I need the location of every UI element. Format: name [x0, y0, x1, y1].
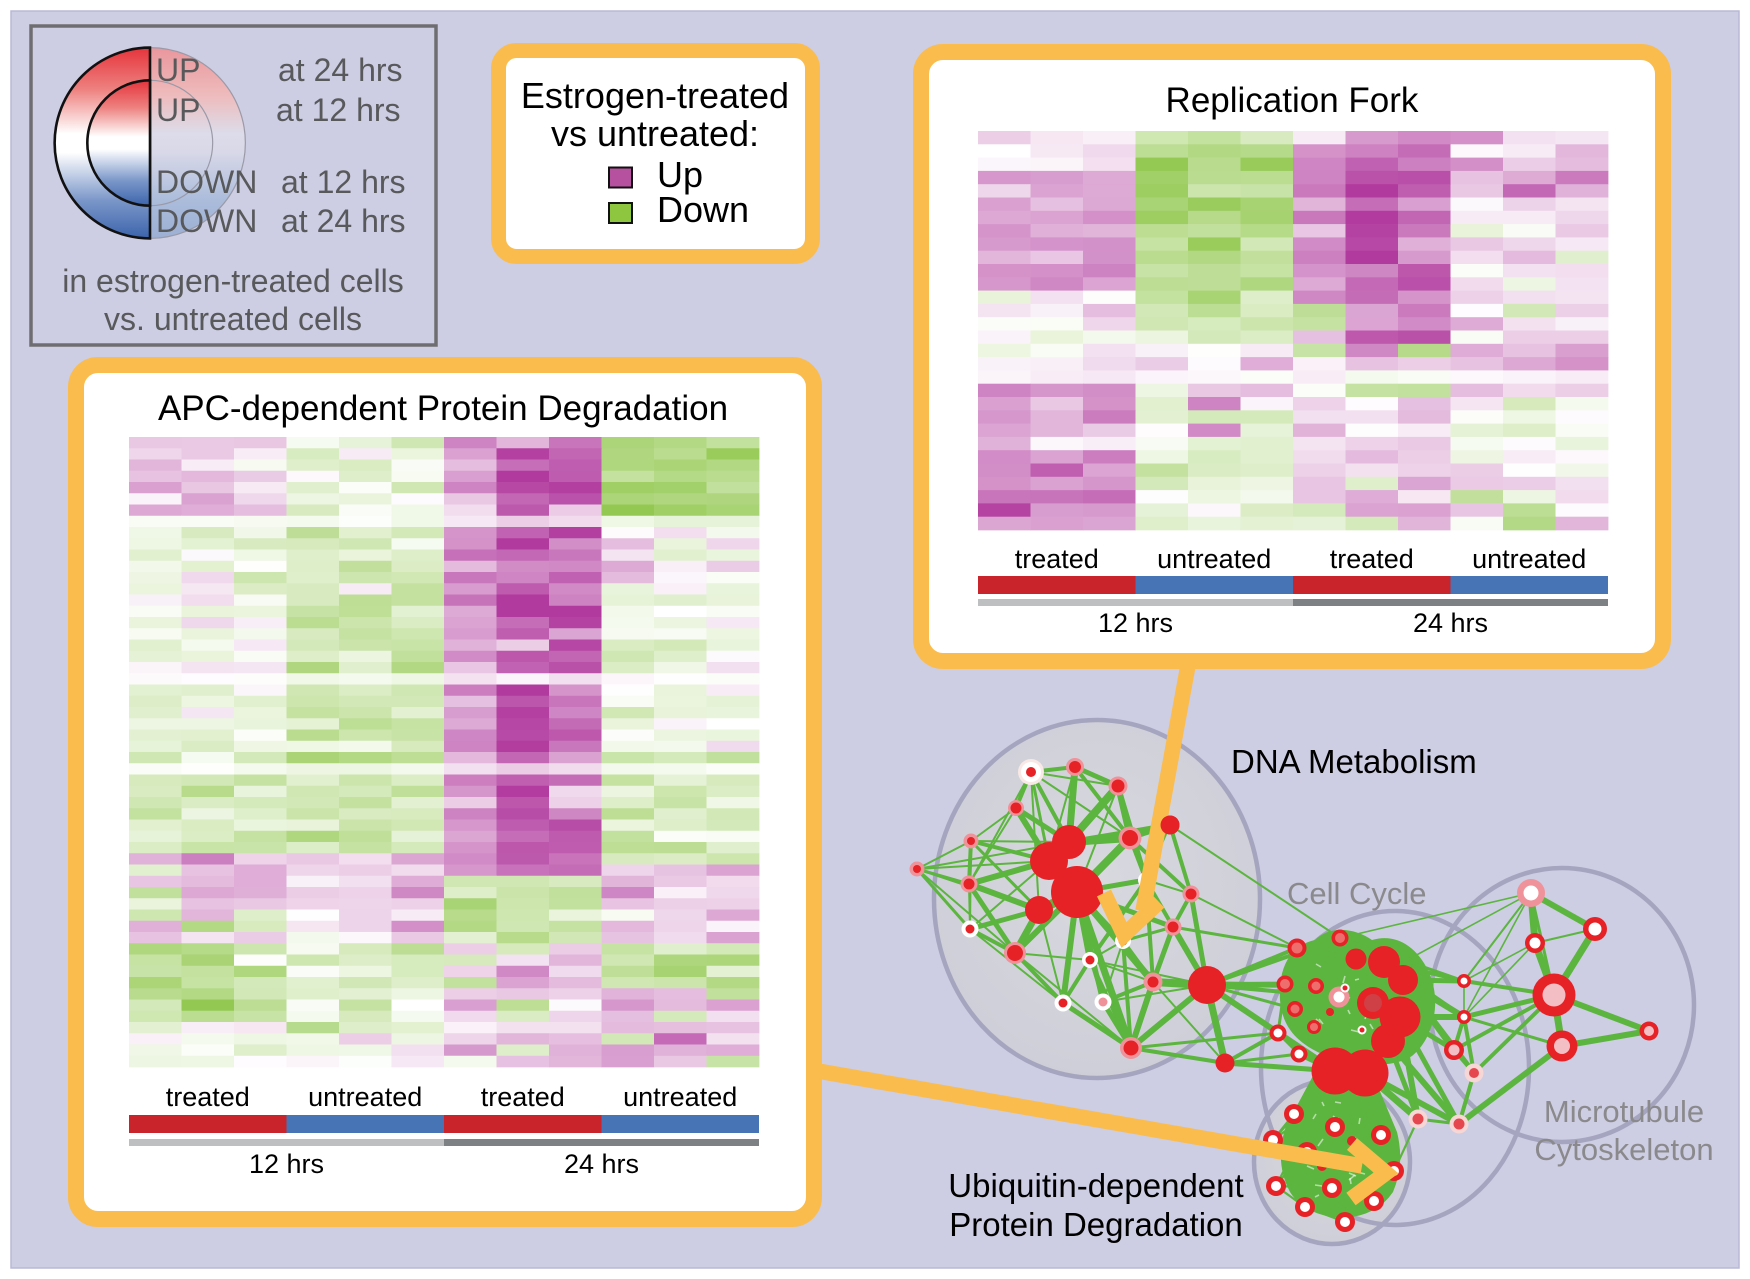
svg-text:UP: UP: [156, 92, 200, 128]
svg-text:untreated: untreated: [1472, 544, 1586, 574]
svg-text:DOWN: DOWN: [156, 203, 257, 239]
svg-text:treated: treated: [1330, 544, 1414, 574]
svg-text:DNA Metabolism: DNA Metabolism: [1231, 743, 1477, 780]
svg-text:treated: treated: [166, 1082, 250, 1112]
svg-text:Microtubule: Microtubule: [1544, 1094, 1704, 1129]
svg-text:in estrogen-treated cells: in estrogen-treated cells: [62, 263, 404, 299]
svg-text:APC-dependent Protein Degradat: APC-dependent Protein Degradation: [158, 389, 728, 428]
svg-text:12 hrs: 12 hrs: [1098, 608, 1173, 638]
svg-text:Up: Up: [657, 154, 703, 195]
svg-text:untreated: untreated: [308, 1082, 422, 1112]
svg-text:treated: treated: [1015, 544, 1099, 574]
svg-text:untreated: untreated: [623, 1082, 737, 1112]
svg-text:vs untreated:: vs untreated:: [551, 113, 759, 154]
svg-text:Replication Fork: Replication Fork: [1166, 81, 1419, 120]
svg-text:at 24 hrs: at 24 hrs: [278, 52, 403, 88]
svg-text:Estrogen-treated: Estrogen-treated: [521, 75, 789, 116]
svg-text:at 24 hrs: at 24 hrs: [281, 203, 406, 239]
svg-text:24 hrs: 24 hrs: [1413, 608, 1488, 638]
svg-text:Down: Down: [657, 189, 749, 230]
svg-text:at 12 hrs: at 12 hrs: [276, 92, 401, 128]
svg-text:treated: treated: [481, 1082, 565, 1112]
svg-text:12 hrs: 12 hrs: [249, 1149, 324, 1179]
svg-text:untreated: untreated: [1157, 544, 1271, 574]
svg-text:UP: UP: [156, 52, 200, 88]
svg-text:Cell Cycle: Cell Cycle: [1287, 876, 1427, 911]
svg-text:Ubiquitin-dependent: Ubiquitin-dependent: [948, 1167, 1243, 1204]
svg-text:Cytoskeleton: Cytoskeleton: [1534, 1132, 1713, 1167]
svg-text:Protein Degradation: Protein Degradation: [949, 1206, 1243, 1243]
svg-text:24 hrs: 24 hrs: [564, 1149, 639, 1179]
svg-text:at 12 hrs: at 12 hrs: [281, 164, 406, 200]
svg-text:DOWN: DOWN: [156, 164, 257, 200]
svg-text:vs. untreated cells: vs. untreated cells: [104, 301, 362, 337]
